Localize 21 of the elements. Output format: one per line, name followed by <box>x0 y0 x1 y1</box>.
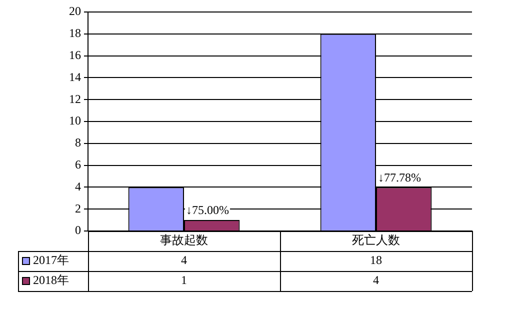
data-label: 4 <box>181 253 187 268</box>
annotation: ↓77.78% <box>378 170 421 184</box>
y-tick-label: 6 <box>75 157 81 172</box>
y-tick-label: 12 <box>69 92 81 106</box>
y-tick-label: 0 <box>75 223 81 238</box>
legend-label: 2017年 <box>33 253 69 268</box>
y-tick-label: 4 <box>75 179 81 194</box>
data-label: 4 <box>373 273 379 288</box>
y-tick-label: 14 <box>69 70 81 84</box>
annotation: ↓75.00% <box>186 203 229 218</box>
data-label: 1 <box>181 273 187 288</box>
x-tick-label: 事故起数 <box>160 233 208 248</box>
y-tick-label: 20 <box>69 4 81 18</box>
y-tick-label: 18 <box>69 26 81 40</box>
y-tick-label: 16 <box>69 48 81 62</box>
legend-label: 2018年 <box>33 273 69 288</box>
x-tick-label: 死亡人数 <box>352 233 400 248</box>
data-label: 18 <box>370 253 382 268</box>
y-tick-label: 10 <box>69 114 81 128</box>
y-tick-label: 2 <box>75 201 81 216</box>
y-tick-label: 8 <box>75 136 81 150</box>
